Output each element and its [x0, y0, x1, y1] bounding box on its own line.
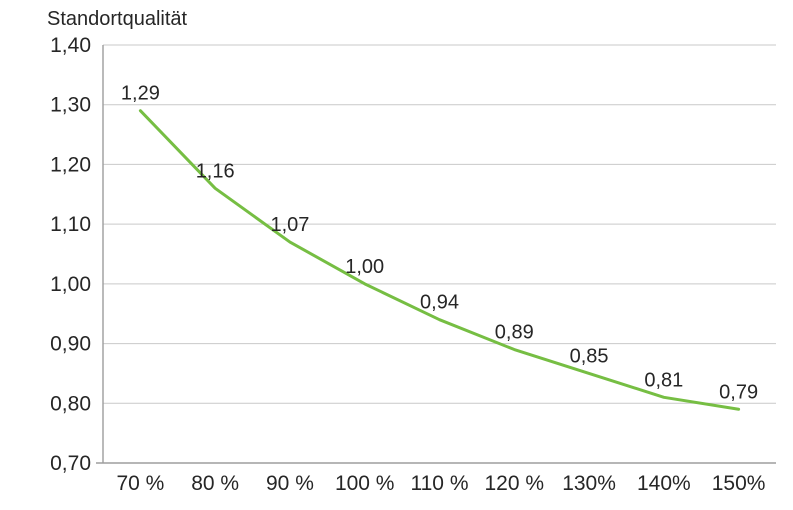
x-tick-label: 70 % [116, 472, 164, 495]
data-label: 1,00 [345, 256, 384, 278]
x-tick-label: 120 % [485, 472, 545, 495]
x-tick-label: 110 % [411, 472, 469, 495]
y-tick-label: 0,70 [50, 452, 91, 475]
y-tick-label: 1,10 [50, 213, 91, 236]
data-label: 0,85 [570, 345, 609, 367]
data-label: 1,07 [270, 214, 309, 236]
y-tick-label: 1,00 [50, 273, 91, 296]
data-label: 0,94 [420, 292, 459, 314]
data-label: 0,89 [495, 322, 534, 344]
data-label: 0,81 [644, 369, 683, 391]
data-label: 1,16 [196, 160, 235, 182]
data-label: 0,79 [719, 381, 758, 403]
data-label: 1,29 [121, 83, 160, 105]
y-tick-label: 1,20 [50, 153, 91, 176]
y-tick-label: 1,40 [50, 34, 91, 57]
data-line [138, 109, 741, 411]
x-tick-label: 150% [712, 472, 766, 495]
x-tick-label: 100 % [335, 472, 395, 495]
chart-title: Standortqualität [47, 8, 188, 30]
y-tick-label: 0,90 [50, 333, 91, 356]
x-tick-label: 90 % [266, 472, 314, 495]
y-tick-label: 1,30 [50, 94, 91, 117]
x-tick-label: 140% [637, 472, 691, 495]
y-tick-label: 0,80 [50, 392, 91, 415]
x-tick-label: 130% [562, 472, 616, 495]
x-tick-label: 80 % [191, 472, 239, 495]
